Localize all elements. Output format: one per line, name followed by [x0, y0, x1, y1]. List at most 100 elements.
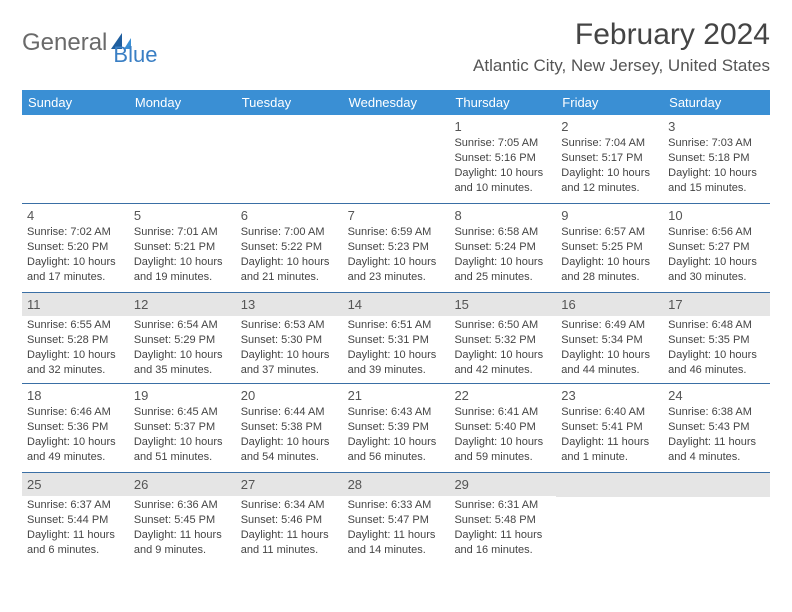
day-cell: 11Sunrise: 6:55 AMSunset: 5:28 PMDayligh…	[22, 293, 129, 383]
sunrise-text: Sunrise: 6:53 AM	[241, 318, 338, 333]
sunrise-text: Sunrise: 7:03 AM	[668, 136, 765, 151]
day-cell	[343, 115, 450, 203]
daylight-text: Daylight: 10 hours and 30 minutes.	[668, 255, 765, 285]
sunrise-text: Sunrise: 6:55 AM	[27, 318, 124, 333]
day-number: 15	[454, 297, 551, 312]
day-number: 7	[348, 208, 445, 223]
daylight-text: Daylight: 11 hours and 1 minute.	[561, 435, 658, 465]
daylight-text: Daylight: 10 hours and 10 minutes.	[454, 166, 551, 196]
daylight-text: Daylight: 10 hours and 42 minutes.	[454, 348, 551, 378]
sunset-text: Sunset: 5:41 PM	[561, 420, 658, 435]
day-number: 2	[561, 119, 658, 134]
sunrise-text: Sunrise: 7:01 AM	[134, 225, 231, 240]
day-number: 5	[134, 208, 231, 223]
day-cell: 24Sunrise: 6:38 AMSunset: 5:43 PMDayligh…	[663, 384, 770, 472]
sunset-text: Sunset: 5:21 PM	[134, 240, 231, 255]
sunrise-text: Sunrise: 6:51 AM	[348, 318, 445, 333]
sunset-text: Sunset: 5:31 PM	[348, 333, 445, 348]
day-cell: 8Sunrise: 6:58 AMSunset: 5:24 PMDaylight…	[449, 204, 556, 292]
sunrise-text: Sunrise: 6:46 AM	[27, 405, 124, 420]
day-number: 10	[668, 208, 765, 223]
sunrise-text: Sunrise: 6:38 AM	[668, 405, 765, 420]
day-cell: 10Sunrise: 6:56 AMSunset: 5:27 PMDayligh…	[663, 204, 770, 292]
day-cell: 28Sunrise: 6:33 AMSunset: 5:47 PMDayligh…	[343, 473, 450, 563]
day-number: 9	[561, 208, 658, 223]
calendar: SundayMondayTuesdayWednesdayThursdayFrid…	[22, 90, 770, 564]
sunset-text: Sunset: 5:40 PM	[454, 420, 551, 435]
day-header-tuesday: Tuesday	[236, 90, 343, 115]
sunset-text: Sunset: 5:25 PM	[561, 240, 658, 255]
sunrise-text: Sunrise: 6:45 AM	[134, 405, 231, 420]
day-cell: 6Sunrise: 7:00 AMSunset: 5:22 PMDaylight…	[236, 204, 343, 292]
daylight-text: Daylight: 10 hours and 37 minutes.	[241, 348, 338, 378]
daylight-text: Daylight: 10 hours and 28 minutes.	[561, 255, 658, 285]
day-number: 14	[348, 297, 445, 312]
sunset-text: Sunset: 5:43 PM	[668, 420, 765, 435]
logo-text-general: General	[22, 29, 107, 57]
day-number: 6	[241, 208, 338, 223]
day-cell: 20Sunrise: 6:44 AMSunset: 5:38 PMDayligh…	[236, 384, 343, 472]
day-cell: 1Sunrise: 7:05 AMSunset: 5:16 PMDaylight…	[449, 115, 556, 203]
sunset-text: Sunset: 5:24 PM	[454, 240, 551, 255]
day-header-wednesday: Wednesday	[343, 90, 450, 115]
day-number: 16	[561, 297, 658, 312]
day-cell: 9Sunrise: 6:57 AMSunset: 5:25 PMDaylight…	[556, 204, 663, 292]
daylight-text: Daylight: 11 hours and 11 minutes.	[241, 528, 338, 558]
sunset-text: Sunset: 5:35 PM	[668, 333, 765, 348]
sunset-text: Sunset: 5:34 PM	[561, 333, 658, 348]
daylight-text: Daylight: 10 hours and 19 minutes.	[134, 255, 231, 285]
day-number: 19	[134, 388, 231, 403]
sunset-text: Sunset: 5:22 PM	[241, 240, 338, 255]
daylight-text: Daylight: 10 hours and 21 minutes.	[241, 255, 338, 285]
logo-text-blue: Blue	[113, 42, 157, 68]
sunrise-text: Sunrise: 6:40 AM	[561, 405, 658, 420]
daylight-text: Daylight: 10 hours and 35 minutes.	[134, 348, 231, 378]
day-header-row: SundayMondayTuesdayWednesdayThursdayFrid…	[22, 90, 770, 115]
sunrise-text: Sunrise: 6:50 AM	[454, 318, 551, 333]
daylight-text: Daylight: 10 hours and 32 minutes.	[27, 348, 124, 378]
day-number: 23	[561, 388, 658, 403]
daylight-text: Daylight: 10 hours and 49 minutes.	[27, 435, 124, 465]
sunrise-text: Sunrise: 6:54 AM	[134, 318, 231, 333]
day-number: 22	[454, 388, 551, 403]
day-cell: 5 Sunrise: 7:01 AMSunset: 5:21 PMDaylight…	[129, 204, 236, 292]
sunset-text: Sunset: 5:37 PM	[134, 420, 231, 435]
day-cell: 26Sunrise: 6:36 AMSunset: 5:45 PMDayligh…	[129, 473, 236, 563]
day-number: 17	[668, 297, 765, 312]
day-number: 13	[241, 297, 338, 312]
sunrise-text: Sunrise: 6:41 AM	[454, 405, 551, 420]
day-cell: 3Sunrise: 7:03 AMSunset: 5:18 PMDaylight…	[663, 115, 770, 203]
daylight-text: Daylight: 10 hours and 39 minutes.	[348, 348, 445, 378]
sunset-text: Sunset: 5:39 PM	[348, 420, 445, 435]
day-cell: 17Sunrise: 6:48 AMSunset: 5:35 PMDayligh…	[663, 293, 770, 383]
daylight-text: Daylight: 11 hours and 6 minutes.	[27, 528, 124, 558]
sunset-text: Sunset: 5:20 PM	[27, 240, 124, 255]
day-cell: 27Sunrise: 6:34 AMSunset: 5:46 PMDayligh…	[236, 473, 343, 563]
daylight-text: Daylight: 10 hours and 54 minutes.	[241, 435, 338, 465]
day-number: 4	[27, 208, 124, 223]
sunrise-text: Sunrise: 6:59 AM	[348, 225, 445, 240]
sunset-text: Sunset: 5:48 PM	[454, 513, 551, 528]
day-number: 26	[134, 477, 231, 492]
daylight-text: Daylight: 10 hours and 46 minutes.	[668, 348, 765, 378]
day-cell: 16Sunrise: 6:49 AMSunset: 5:34 PMDayligh…	[556, 293, 663, 383]
day-cell	[129, 115, 236, 203]
sunrise-text: Sunrise: 6:43 AM	[348, 405, 445, 420]
day-header-saturday: Saturday	[663, 90, 770, 115]
daylight-text: Daylight: 10 hours and 12 minutes.	[561, 166, 658, 196]
day-number: 25	[27, 477, 124, 492]
day-cell	[22, 115, 129, 203]
day-cell: 25Sunrise: 6:37 AMSunset: 5:44 PMDayligh…	[22, 473, 129, 563]
daylight-text: Daylight: 10 hours and 59 minutes.	[454, 435, 551, 465]
sunrise-text: Sunrise: 6:31 AM	[454, 498, 551, 513]
day-number: 3	[668, 119, 765, 134]
daylight-text: Daylight: 10 hours and 25 minutes.	[454, 255, 551, 285]
sunset-text: Sunset: 5:27 PM	[668, 240, 765, 255]
weeks-container: 1Sunrise: 7:05 AMSunset: 5:16 PMDaylight…	[22, 115, 770, 564]
sunset-text: Sunset: 5:29 PM	[134, 333, 231, 348]
sunrise-text: Sunrise: 6:34 AM	[241, 498, 338, 513]
sunrise-text: Sunrise: 6:37 AM	[27, 498, 124, 513]
sunset-text: Sunset: 5:17 PM	[561, 151, 658, 166]
day-cell: 18Sunrise: 6:46 AMSunset: 5:36 PMDayligh…	[22, 384, 129, 472]
day-number: 24	[668, 388, 765, 403]
